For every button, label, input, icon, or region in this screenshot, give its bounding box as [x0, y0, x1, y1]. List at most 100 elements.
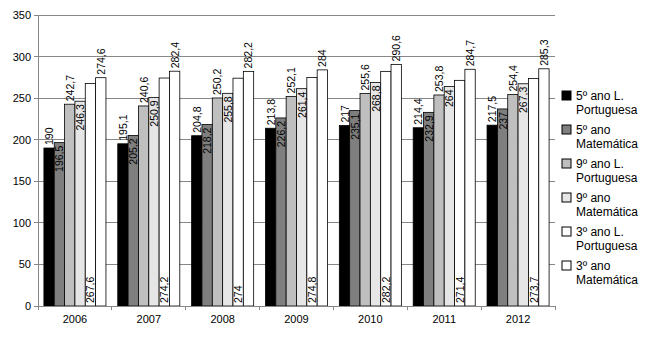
legend-line: Portuguesa — [576, 239, 638, 253]
bar — [508, 94, 518, 306]
legend-line: 9º ano — [576, 191, 614, 205]
chart-svg: 0501001502002503003502006200720082009201… — [0, 0, 660, 349]
legend-swatch — [562, 91, 571, 100]
y-tick-label: 100 — [13, 217, 31, 229]
bar — [434, 95, 444, 306]
legend-line: 9º ano L. — [576, 157, 627, 171]
y-tick-label: 0 — [25, 300, 31, 312]
x-tick — [333, 306, 334, 310]
bar — [85, 84, 95, 306]
x-tick — [555, 306, 556, 310]
bar — [118, 144, 128, 306]
x-tick-label: 2010 — [358, 313, 382, 325]
data-label: 274,8 — [306, 277, 318, 303]
x-tick-label: 2006 — [63, 313, 87, 325]
chart-container: 0501001502002503003502006200720082009201… — [0, 0, 660, 349]
bar — [339, 126, 349, 306]
data-label: 268,8 — [370, 85, 382, 111]
data-labels: 190195,1204,8213,8217214,4217,5196,5205,… — [43, 35, 550, 303]
grid-line — [38, 15, 555, 16]
legend-label: 3º ano L. Portuguesa — [576, 225, 638, 253]
x-tick-label: 2011 — [432, 313, 456, 325]
bar — [424, 112, 434, 306]
bar — [128, 135, 138, 306]
legend-swatch — [562, 227, 571, 236]
y-tick-label: 300 — [13, 51, 31, 63]
x-tick — [259, 306, 260, 310]
legend-swatch — [562, 159, 571, 168]
data-label: 246,3 — [74, 104, 86, 130]
data-label: 240,6 — [138, 77, 150, 103]
data-label: 250,9 — [148, 100, 160, 126]
y-tick — [34, 222, 38, 223]
legend: 5º ano L. Portuguesa 5º ano Matemática 9º … — [562, 89, 638, 287]
bar — [243, 71, 253, 306]
bars — [44, 64, 549, 306]
bar — [202, 125, 212, 306]
legend-line: 3º ano — [576, 259, 614, 273]
x-tick — [407, 306, 408, 310]
bar — [54, 143, 64, 306]
bar — [455, 80, 465, 306]
data-label: 205,2 — [127, 138, 139, 164]
data-label: 271,4 — [454, 277, 466, 303]
data-label: 282,4 — [169, 42, 181, 68]
bar — [497, 109, 507, 306]
data-label: 273,7 — [528, 277, 540, 303]
data-label: 195,1 — [117, 114, 129, 140]
bar — [265, 128, 275, 306]
y-tick — [34, 264, 38, 265]
data-label: 232,9 — [423, 115, 435, 141]
data-label: 196,5 — [53, 145, 65, 171]
data-label: 235,1 — [349, 113, 361, 139]
bar — [413, 128, 423, 306]
legend-swatch — [562, 261, 571, 270]
legend-line: 5º ano L. — [576, 89, 627, 103]
grid — [34, 15, 555, 306]
legend-line: Matemática — [576, 205, 638, 219]
data-label: 267,3 — [517, 87, 529, 113]
bar — [75, 101, 85, 306]
bar — [518, 84, 528, 306]
x-tick — [185, 306, 186, 310]
bar — [539, 69, 549, 306]
bar — [465, 69, 475, 306]
bar — [286, 96, 296, 306]
data-label: 264 — [443, 89, 455, 107]
y-tick-label: 200 — [13, 134, 31, 146]
bar — [276, 118, 286, 306]
y-tick-label: 50 — [19, 258, 31, 270]
grid-line — [38, 56, 555, 57]
bar — [528, 78, 538, 306]
y-tick — [34, 306, 38, 307]
legend-swatch — [562, 193, 571, 202]
data-label: 237 — [497, 112, 509, 130]
data-label: 290,6 — [390, 35, 402, 61]
bar — [192, 136, 202, 306]
data-label: 285,3 — [538, 39, 550, 65]
data-label: 253,8 — [433, 66, 445, 92]
data-label: 261,4 — [296, 92, 308, 118]
data-label: 190 — [43, 127, 55, 145]
data-label: 267,6 — [84, 277, 96, 303]
data-label: 282,2 — [380, 277, 392, 303]
legend-label: 5º ano Matemática — [576, 123, 638, 151]
y-tick — [34, 56, 38, 57]
x-tick-label: 2009 — [284, 313, 308, 325]
legend-label: 5º ano L. Portuguesa — [576, 89, 638, 117]
x-tick — [38, 306, 39, 310]
legend-swatch — [562, 125, 571, 134]
legend-label: 3º ano Matemática — [576, 259, 638, 287]
bar — [223, 93, 233, 306]
bar — [65, 104, 75, 306]
x-tick-label: 2012 — [506, 313, 530, 325]
data-label: 255,8 — [222, 96, 234, 122]
data-label: 284 — [316, 49, 328, 67]
bar — [233, 78, 243, 306]
bar — [350, 111, 360, 306]
data-label: 274,2 — [158, 277, 170, 303]
legend-line: Portuguesa — [576, 171, 638, 185]
bar — [297, 89, 307, 306]
bar — [444, 87, 454, 306]
bar — [317, 70, 327, 306]
